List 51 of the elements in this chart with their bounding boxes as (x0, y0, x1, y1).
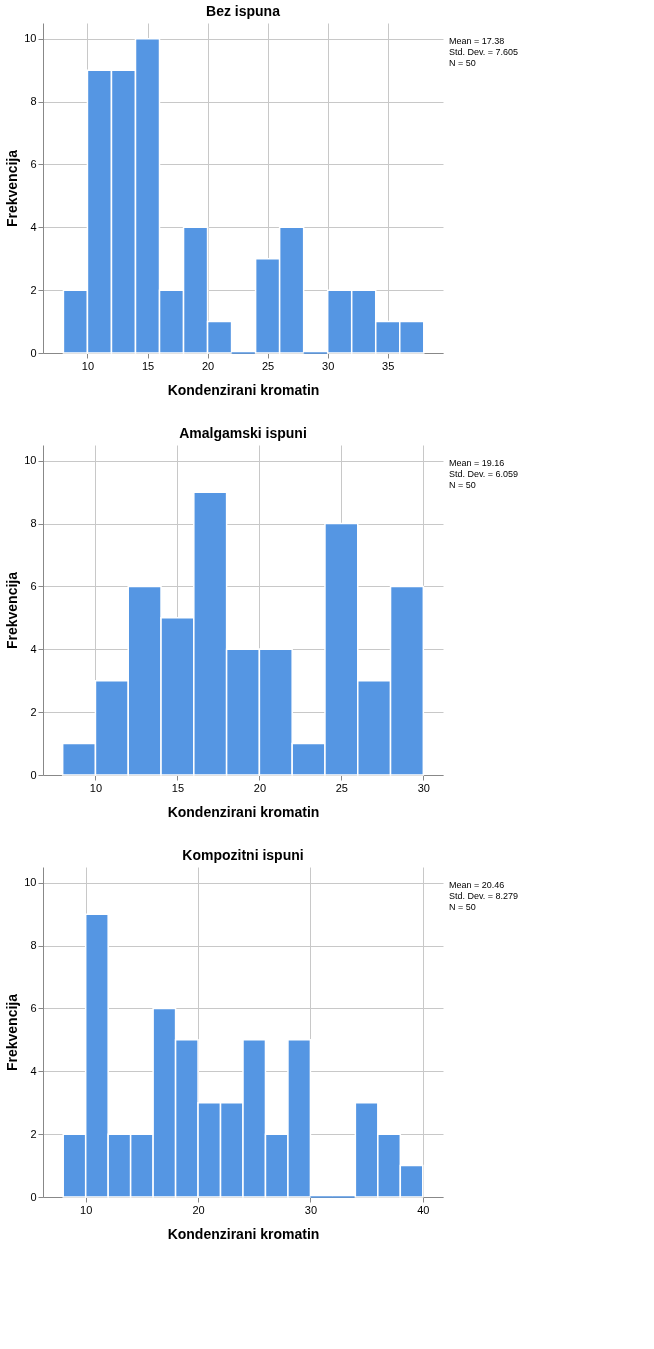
y-tick-label: 2 (30, 1127, 37, 1140)
x-axis-title: Kondenzirani kromatin (167, 381, 320, 398)
x-tick-label: 30 (304, 1203, 318, 1216)
y-tick-label: 6 (30, 157, 37, 170)
y-axis-title: Frekvencija (4, 993, 21, 1072)
text: Std. Dev. = 6.059 (449, 469, 519, 479)
text: Mean = 17.38 (449, 36, 505, 46)
x-tick-label: 20 (253, 781, 267, 794)
text: Std. Dev. = 7.605 (449, 47, 519, 57)
x-tick-label: 15 (141, 359, 155, 372)
text: Mean = 19.16 (449, 458, 505, 468)
y-tick-label: 8 (30, 517, 37, 530)
chart-title: Amalgamski ispuni (179, 425, 307, 441)
x-tick-label: 30 (322, 359, 335, 372)
y-tick-label: 4 (30, 1064, 37, 1077)
y-axis-title: Frekvencija (4, 149, 21, 228)
x-tick-label: 25 (262, 359, 275, 372)
x-axis-title: Kondenzirani kromatin (167, 803, 320, 820)
x-tick-label: 40 (417, 1203, 430, 1216)
chart-title: Kompozitni ispuni (182, 847, 304, 863)
text: Mean = 20.46 (449, 880, 505, 890)
y-tick-label: 6 (30, 579, 37, 592)
y-tick-label: 8 (30, 939, 37, 952)
x-tick-label: 10 (80, 1203, 93, 1216)
y-axis-title: Frekvencija (4, 571, 21, 650)
x-tick-label: 20 (192, 1203, 205, 1216)
y-tick-label: 2 (30, 705, 37, 718)
x-tick-label: 20 (201, 359, 215, 372)
y-tick-label: 0 (30, 1190, 37, 1203)
y-tick-label: 10 (24, 876, 37, 889)
y-tick-label: 4 (30, 220, 37, 233)
y-tick-label: 0 (30, 768, 37, 781)
y-tick-label: 10 (24, 32, 37, 45)
x-tick-label: 10 (81, 359, 95, 372)
text: Std. Dev. = 8.279 (449, 891, 519, 901)
text: N = 50 (449, 902, 476, 912)
y-tick-label: 0 (30, 346, 37, 359)
x-tick-label: 35 (382, 359, 395, 372)
y-tick-label: 8 (30, 95, 37, 108)
y-tick-label: 4 (30, 642, 37, 655)
text: N = 50 (449, 58, 476, 68)
y-tick-label: 10 (24, 454, 37, 467)
chart-title: Bez ispuna (206, 3, 281, 19)
text: N = 50 (449, 480, 476, 490)
x-tick-label: 30 (417, 781, 430, 794)
x-axis-title: Kondenzirani kromatin (167, 1225, 320, 1242)
y-tick-label: 6 (30, 1001, 37, 1014)
y-tick-label: 2 (30, 283, 37, 296)
x-tick-label: 25 (335, 781, 348, 794)
x-tick-label: 15 (171, 781, 185, 794)
x-tick-label: 10 (89, 781, 103, 794)
